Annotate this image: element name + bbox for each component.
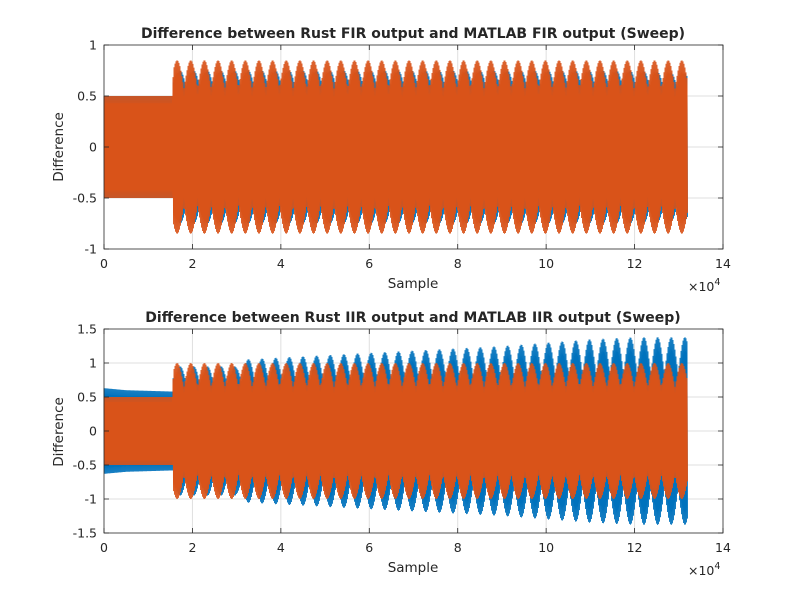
iir-x-exponent: ×104 [688, 561, 720, 578]
fir-x-tick-label: 12 [627, 256, 643, 271]
iir-y-tick-label: 0.5 [77, 390, 97, 405]
iir-x-tick-label: 12 [627, 540, 643, 555]
iir-y-tick-label: 1.5 [77, 322, 97, 337]
iir-x-tick-label: 0 [100, 540, 108, 555]
iir-x-tick-label: 6 [365, 540, 373, 555]
iir-x-tick-label: 4 [277, 540, 285, 555]
fir-ticks: 0 2 4 6 8 10 12 14 -1 -0.5 0 0.5 1 [73, 38, 731, 272]
iir-y-axis-label: Difference [51, 397, 67, 467]
fir-x-tick-label: 0 [100, 256, 108, 271]
fir-x-tick-label: 6 [365, 256, 373, 271]
fir-y-tick-label: -1 [85, 242, 97, 257]
fir-y-tick-label: 0.5 [77, 89, 97, 104]
fir-y-axis-label: Difference [51, 112, 67, 182]
fir-y-tick-label: 0 [89, 140, 97, 155]
iir-y-tick-label: -1 [85, 492, 97, 507]
fir-x-tick-label: 2 [188, 256, 196, 271]
iir-x-axis-label: Sample [388, 560, 439, 576]
fir-x-tick-label: 14 [715, 256, 731, 271]
fir-plot-title: Difference between Rust FIR output and M… [141, 26, 685, 42]
fir-x-exponent: ×104 [688, 277, 720, 294]
iir-y-tick-label: 1 [89, 356, 97, 371]
iir-y-tick-label: 0 [89, 424, 97, 439]
fir-x-tick-label: 10 [538, 256, 554, 271]
fir-series-2-line [103, 60, 688, 234]
iir-x-tick-label: 2 [188, 540, 196, 555]
iir-x-tick-label: 8 [454, 540, 462, 555]
fir-x-axis-label: Sample [388, 276, 439, 292]
fir-x-tick-label: 4 [277, 256, 285, 271]
iir-data-lines [103, 337, 688, 525]
fir-difference-plot: Difference between Rust FIR output and M… [51, 26, 731, 294]
fir-x-tick-label: 8 [454, 256, 462, 271]
iir-y-tick-label: -1.5 [73, 526, 97, 541]
iir-y-tick-label: -0.5 [73, 458, 97, 473]
iir-x-tick-label: 14 [715, 540, 731, 555]
iir-difference-plot: Difference between Rust IIR output and M… [51, 310, 731, 578]
iir-series-2-line [103, 362, 688, 500]
iir-ticks: 0 2 4 6 8 10 12 14 -1.5 -1 -0.5 0 0.5 1 1.5 [73, 322, 731, 556]
fir-data-lines [103, 60, 688, 234]
iir-x-tick-label: 10 [538, 540, 554, 555]
fir-y-tick-label: -0.5 [73, 191, 97, 206]
iir-plot-title: Difference between Rust IIR output and M… [145, 310, 680, 326]
fir-y-tick-label: 1 [89, 38, 97, 53]
